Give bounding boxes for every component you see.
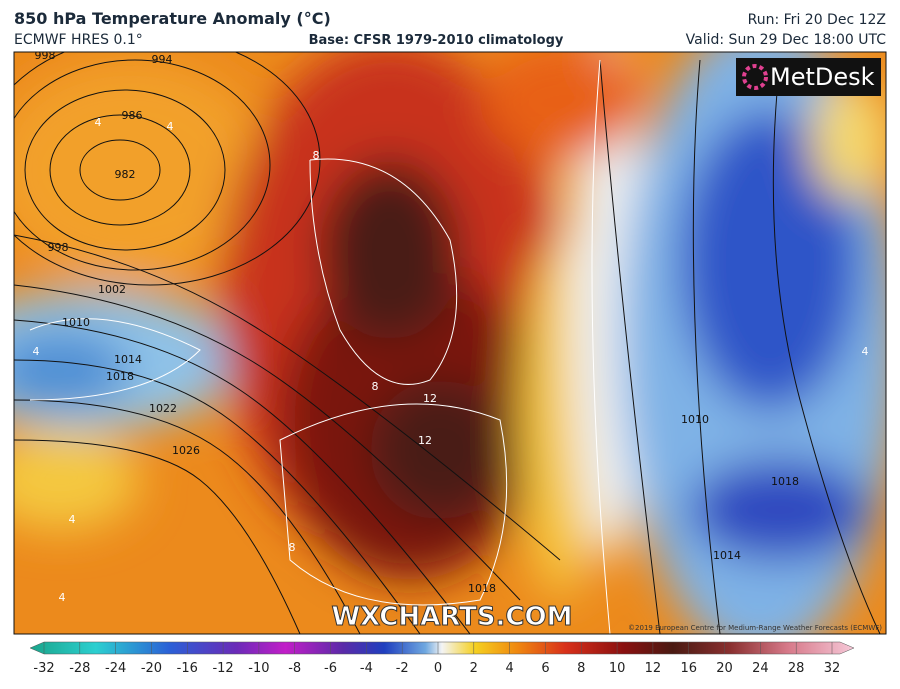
isobar-label: 994 <box>152 53 173 66</box>
colorbar-label: -32 <box>33 661 54 676</box>
colorbar-label: 10 <box>609 661 626 676</box>
colorbar-label: -28 <box>69 661 90 676</box>
isobar-label: 982 <box>115 168 136 181</box>
run: Run: Fri 20 Dec 12Z <box>748 12 886 28</box>
isobar-label: 1002 <box>98 283 126 296</box>
anomaly-label: 4 <box>33 345 40 358</box>
colorbar-label: -16 <box>177 661 198 676</box>
colorbar-label: -4 <box>360 661 373 676</box>
model: ECMWF HRES 0.1° <box>14 32 143 48</box>
isobar-label: 986 <box>122 109 143 122</box>
copyright: ©2019 European Centre for Medium-Range W… <box>628 624 882 632</box>
colorbar-label: -10 <box>248 661 269 676</box>
colorbar-label: 8 <box>577 661 585 676</box>
watermark: WXCHARTS.COM <box>331 602 572 632</box>
colorbar-label: 16 <box>680 661 697 676</box>
anomaly-label: 8 <box>313 149 320 162</box>
colorbar-label: 20 <box>716 661 733 676</box>
anomaly-label: 4 <box>59 591 66 604</box>
isobar-label: 1010 <box>681 413 709 426</box>
anomaly-label: 4 <box>95 116 102 129</box>
anomaly-label: 8 <box>372 380 379 393</box>
isobar-label: 1010 <box>62 316 90 329</box>
colorbar-label: -24 <box>105 661 126 676</box>
title: 850 hPa Temperature Anomaly (°C) <box>14 9 331 28</box>
anomaly-label: 4 <box>167 120 174 133</box>
logo-box <box>736 58 881 96</box>
isobar-label: 998 <box>48 241 69 254</box>
colorbar-label: 4 <box>505 661 513 676</box>
colorbar-label: 28 <box>788 661 805 676</box>
anomaly-label: 12 <box>418 434 432 447</box>
isobar-label: 1018 <box>106 370 134 383</box>
colorbar-label: 0 <box>434 661 442 676</box>
isobar-label: 1018 <box>468 582 496 595</box>
colorbar-label: 24 <box>752 661 769 676</box>
colorbar-label: -20 <box>141 661 162 676</box>
valid: Valid: Sun 29 Dec 18:00 UTC <box>686 32 887 48</box>
colorbar-label: 6 <box>541 661 549 676</box>
isobar-label: 1022 <box>149 402 177 415</box>
colorbar-label: -12 <box>212 661 233 676</box>
map: MetDesk WXCHARTS.COM ©2019 European Cent… <box>14 49 886 634</box>
colorbar <box>29 641 855 655</box>
anomaly-label: 4 <box>862 345 869 358</box>
logo: MetDesk <box>770 63 875 91</box>
isobar-label: 1014 <box>114 353 142 366</box>
anomaly-label: 4 <box>69 513 76 526</box>
colorbar-label: 12 <box>645 661 662 676</box>
isobar-label: 1018 <box>771 475 799 488</box>
isobar-label: 998 <box>35 49 56 62</box>
anomaly-label: 8 <box>289 541 296 554</box>
isobar-label: 1026 <box>172 444 200 457</box>
colorbar-label: 32 <box>824 661 841 676</box>
colorbar-label: -6 <box>324 661 337 676</box>
map-frame <box>13 51 887 635</box>
colorbar-label: 2 <box>470 661 478 676</box>
colorbar-label: -8 <box>288 661 301 676</box>
anomaly-label: 12 <box>423 392 437 405</box>
colorbar-label: -2 <box>396 661 409 676</box>
logo-icon <box>742 64 768 90</box>
isobar-label: 1014 <box>713 549 741 562</box>
base: Base: CFSR 1979-2010 climatology <box>309 33 564 48</box>
